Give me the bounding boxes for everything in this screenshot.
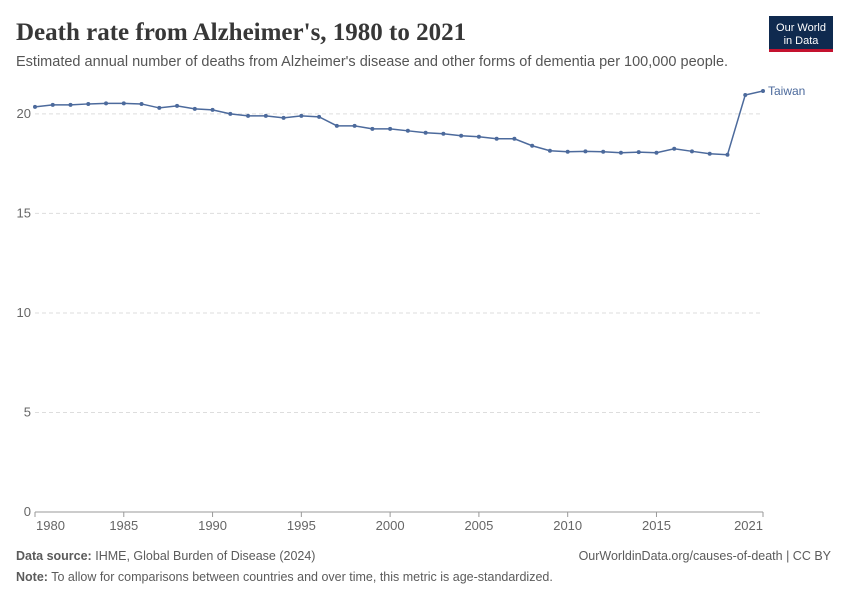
point — [689, 149, 694, 154]
y-tick-label: 10 — [17, 305, 31, 320]
point — [192, 106, 197, 111]
point — [228, 111, 233, 116]
point — [68, 102, 73, 107]
point — [370, 126, 375, 131]
x-tick-label: 1980 — [36, 518, 65, 533]
point — [299, 113, 304, 118]
point — [86, 101, 91, 106]
point — [459, 133, 464, 138]
point — [157, 105, 162, 110]
y-tick-label: 0 — [24, 504, 31, 519]
logo[interactable]: Our World in Data — [769, 16, 833, 52]
point — [50, 102, 55, 107]
point — [494, 136, 499, 141]
source-text: IHME, Global Burden of Disease (2024) — [95, 549, 315, 563]
point — [246, 113, 251, 118]
point — [281, 115, 286, 120]
point — [743, 92, 748, 97]
x-tick-label: 2021 — [734, 518, 763, 533]
point — [175, 103, 180, 108]
x-tick-label: 2000 — [376, 518, 405, 533]
note-label: Note: — [16, 570, 48, 584]
logo-text: in Data — [784, 35, 820, 47]
x-tick-label: 2010 — [553, 518, 582, 533]
point — [707, 151, 712, 156]
point — [761, 89, 765, 93]
source-label: Data source: — [16, 549, 92, 563]
y-tick-label: 15 — [17, 205, 31, 220]
point — [334, 123, 339, 128]
point — [512, 136, 517, 141]
note-text: To allow for comparisons between countri… — [51, 570, 553, 584]
point — [565, 149, 570, 154]
source-link[interactable]: OurWorldinData.org/causes-of-death | CC … — [579, 549, 832, 563]
point — [33, 104, 37, 109]
logo-text: Our World — [776, 22, 826, 34]
logo-box — [769, 16, 833, 51]
legend-label: Taiwan — [768, 84, 805, 98]
point — [636, 150, 641, 155]
logo-bar — [769, 49, 833, 52]
point — [121, 101, 126, 106]
point — [352, 123, 357, 128]
point — [210, 107, 215, 112]
point — [263, 113, 268, 118]
source: Data source: IHME, Global Burden of Dise… — [16, 549, 315, 563]
point — [441, 131, 446, 136]
point — [547, 148, 552, 153]
point — [104, 101, 109, 106]
x-tick-label: 1990 — [198, 518, 227, 533]
chart-title: Death rate from Alzheimer's, 1980 to 202… — [16, 19, 466, 46]
point — [618, 150, 623, 155]
point — [139, 101, 144, 106]
x-tick-label: 1985 — [109, 518, 138, 533]
point — [583, 149, 588, 154]
point — [601, 149, 606, 154]
chart-subtitle: Estimated annual number of deaths from A… — [16, 54, 728, 70]
line — [34, 90, 764, 156]
point — [725, 152, 730, 157]
y-tick-label: 20 — [17, 106, 31, 121]
point — [388, 126, 393, 131]
point — [654, 150, 659, 155]
point — [476, 134, 481, 139]
point — [423, 130, 428, 135]
point — [317, 114, 322, 119]
x-tick-label: 2005 — [464, 518, 493, 533]
point — [672, 146, 677, 151]
y-tick-label: 5 — [24, 404, 31, 419]
point — [405, 128, 410, 133]
note: Note: To allow for comparisons between c… — [16, 570, 553, 584]
point — [530, 143, 535, 148]
x-tick-label: 2015 — [642, 518, 671, 533]
x-tick-label: 1995 — [287, 518, 316, 533]
